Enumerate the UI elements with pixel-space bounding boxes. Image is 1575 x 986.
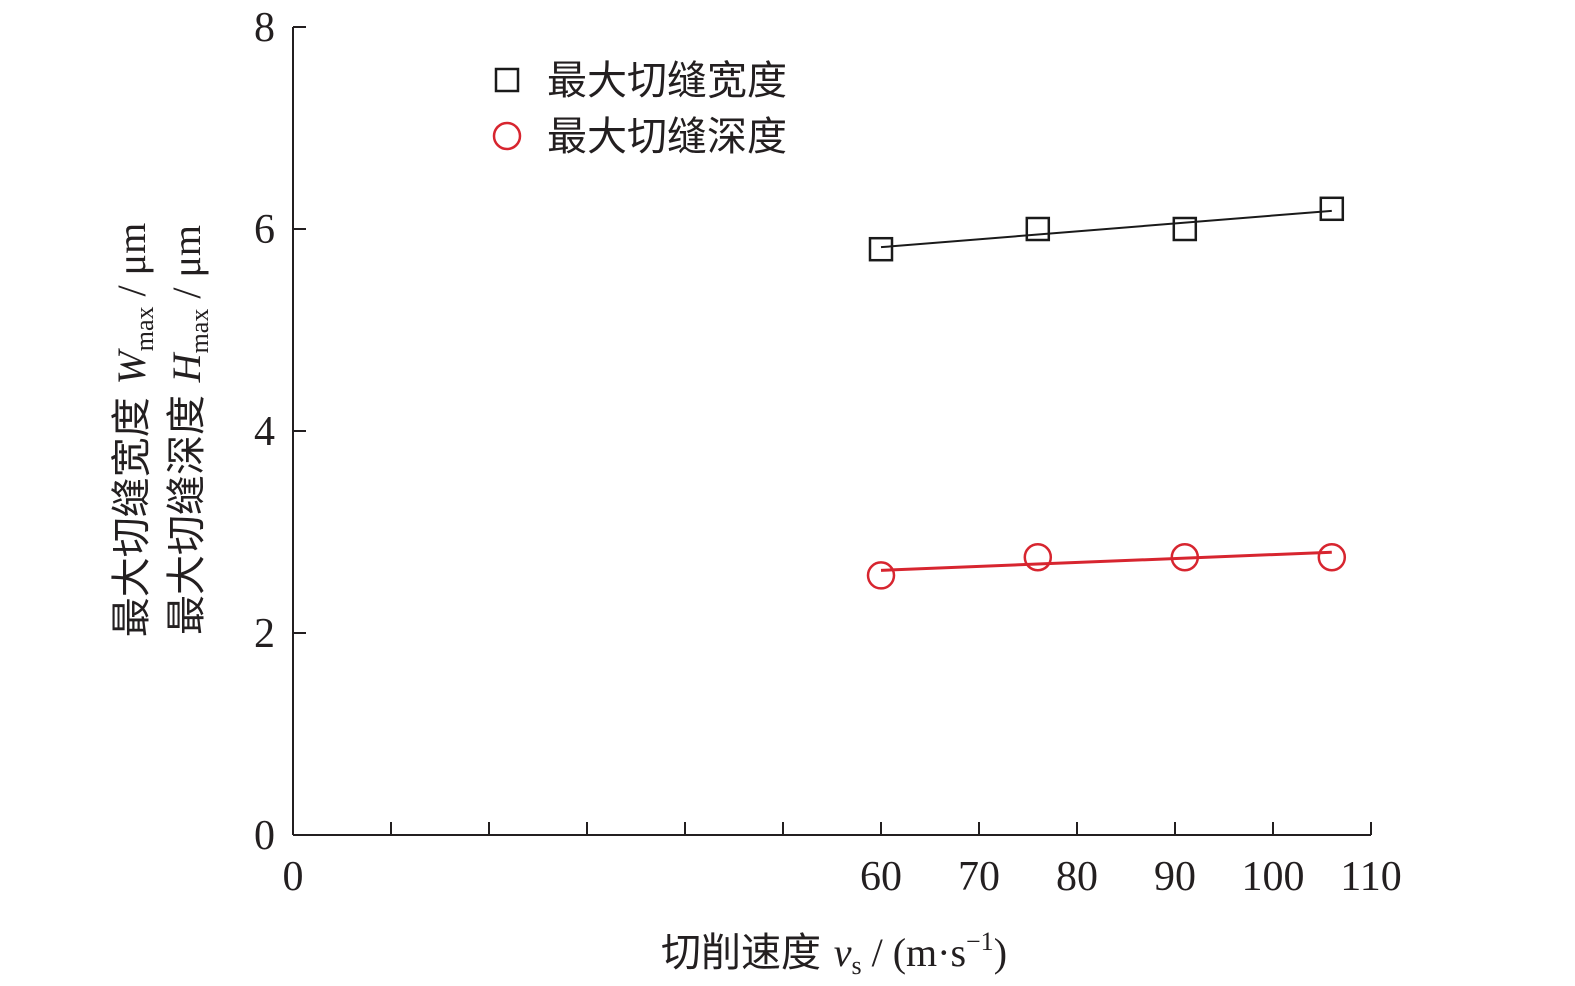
data-point-circle <box>866 561 896 590</box>
y-tick-label: 2 <box>254 611 275 657</box>
y-tick-label: 8 <box>254 5 275 51</box>
x-tick-label: 70 <box>958 854 1000 900</box>
data-point-circle <box>1023 543 1053 572</box>
x-tick-label: 80 <box>1056 854 1098 900</box>
data-point-square <box>1172 216 1198 242</box>
y-axis-label-line-1: 最大切缝宽度 Wmax / μm <box>109 223 159 637</box>
x-axis-label: 切削速度 vs / (m·s−1) <box>661 927 1007 980</box>
y-tick-label: 0 <box>254 813 275 859</box>
data-marks <box>866 196 1347 590</box>
data-point-circle <box>1170 543 1200 572</box>
x-tick-label: 60 <box>860 854 902 900</box>
data-point-square <box>1025 216 1051 242</box>
x-tick-label: 0 <box>283 854 304 900</box>
legend-marker-square <box>494 67 520 93</box>
data-point-circle <box>1317 543 1347 572</box>
y-axis-label-line-2: 最大切缝深度 Hmax / μm <box>164 225 214 635</box>
fit-lines <box>880 209 1332 572</box>
fit-line-2 <box>880 550 1332 572</box>
legend-marker-circle <box>492 121 522 151</box>
y-tick-label: 4 <box>254 409 275 455</box>
x-tick-label: 100 <box>1242 854 1305 900</box>
x-tick-label: 90 <box>1154 854 1196 900</box>
x-tick-label: 110 <box>1340 854 1401 900</box>
y-tick-label: 6 <box>254 207 275 253</box>
legend-label-1: 最大切缝宽度 <box>547 58 787 104</box>
y-axis-label: 最大切缝宽度 Wmax / μm 最大切缝深度 Hmax / μm <box>109 223 214 637</box>
data-point-square <box>868 236 894 262</box>
legend-label-2: 最大切缝深度 <box>547 114 787 160</box>
data-point-square <box>1319 196 1345 222</box>
fit-line-1 <box>880 209 1332 249</box>
